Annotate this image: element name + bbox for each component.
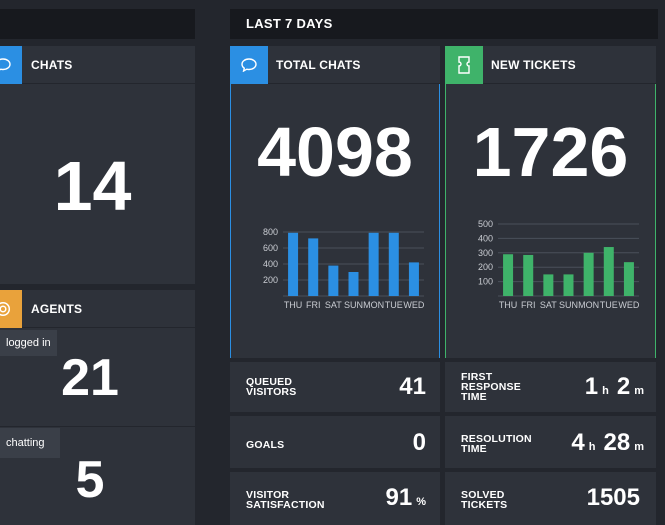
resolution-time-stat: RESOLUTION TIME 4 h 28 m	[445, 416, 656, 468]
stat-label: VISITOR	[246, 489, 290, 501]
hours-value: 1	[584, 373, 599, 400]
bar	[583, 252, 594, 296]
hours-unit: h	[602, 385, 609, 397]
agents-title: AGENTS	[31, 302, 83, 316]
solved-tickets-value: 1505	[586, 484, 640, 511]
visitor-satisfaction-stat: VISITOR SATISFACTION 91%	[230, 472, 440, 525]
solved-tickets-stat: SOLVED TICKETS 1505	[445, 472, 656, 525]
x-tick-label: SUN	[344, 300, 363, 310]
minutes-value: 28	[603, 429, 631, 456]
stat-label: FIRST	[461, 371, 493, 383]
left-header-bar	[0, 9, 195, 39]
x-tick-label: FRI	[306, 300, 321, 310]
y-tick-label: 100	[478, 277, 493, 287]
chat-bubble-icon	[230, 46, 268, 84]
total-chats-value: 4098	[257, 113, 413, 191]
x-tick-label: SAT	[325, 300, 342, 310]
divider	[0, 426, 195, 427]
y-tick-label: 400	[478, 233, 493, 243]
x-tick-label: WED	[618, 300, 639, 310]
x-tick-label: TUE	[600, 300, 618, 310]
logged-in-value: 21	[61, 349, 119, 407]
new-tickets-title: NEW TICKETS	[491, 58, 576, 72]
stat-label: TIME	[461, 391, 487, 403]
lifebuoy-icon	[0, 290, 22, 328]
stat-label: TIME	[461, 443, 487, 455]
minutes-unit: m	[634, 441, 644, 453]
bar	[388, 232, 399, 296]
chat-bubble-icon	[0, 46, 22, 84]
x-tick-label: MON	[578, 300, 599, 310]
y-tick-label: 200	[263, 275, 278, 285]
goals-value: 0	[412, 429, 426, 456]
new-tickets-panel: NEW TICKETS 1726 100 200 300 400 500 THU FRI SA…	[445, 46, 656, 358]
goals-stat: GOALS 0	[230, 416, 440, 468]
chatting-value: 5	[75, 451, 105, 509]
percent-unit: %	[416, 496, 426, 508]
y-tick-label: 200	[478, 262, 493, 272]
visitor-satisfaction-value: 91	[385, 484, 413, 511]
bar	[368, 232, 379, 296]
y-tick-label: 300	[478, 248, 493, 258]
x-tick-label: THU	[284, 300, 303, 310]
bar	[408, 262, 419, 296]
bar	[603, 247, 614, 296]
y-tick-label: 500	[478, 219, 493, 229]
stat-label: RESOLUTION	[461, 433, 532, 445]
new-tickets-value: 1726	[472, 113, 629, 191]
x-tick-label: FRI	[521, 300, 536, 310]
stat-label: VISITORS	[246, 386, 297, 398]
stat-label: SATISFACTION	[246, 499, 325, 511]
x-tick-label: THU	[499, 300, 517, 310]
bar	[288, 232, 299, 296]
total-chats-title: TOTAL CHATS	[276, 58, 361, 72]
stat-label: SOLVED	[461, 489, 505, 501]
bar	[503, 254, 514, 296]
y-tick-label: 600	[263, 243, 278, 253]
bar	[523, 254, 534, 296]
hours-unit: h	[588, 441, 596, 453]
x-tick-label: SAT	[540, 300, 557, 310]
bar	[348, 272, 359, 296]
logged-in-tag: logged in	[0, 330, 57, 356]
chatting-tag: chatting	[0, 428, 60, 458]
y-tick-label: 800	[263, 227, 278, 237]
bar	[623, 262, 634, 296]
x-tick-label: TUE	[385, 300, 403, 310]
stat-label: QUEUED	[246, 376, 293, 388]
agents-panel: AGENTS logged in 21 chatting 5	[0, 290, 195, 525]
new-tickets-bar-chart: 100 200 300 400 500 THU FRI SAT SUN MON TUE WED	[478, 219, 640, 310]
minutes-unit: m	[634, 385, 644, 397]
chats-value: 14	[53, 147, 132, 225]
chats-title: CHATS	[31, 58, 73, 72]
bar	[328, 265, 339, 296]
x-tick-label: SUN	[559, 300, 578, 310]
minutes-value: 2	[616, 373, 631, 400]
x-tick-label: WED	[403, 300, 424, 310]
stat-label: RESPONSE	[461, 381, 521, 393]
ticket-icon	[445, 46, 483, 84]
last-7-days-header: LAST 7 DAYS	[230, 9, 658, 39]
total-chats-bar-chart: 200 400 600 800 THU FRI SAT SUN MON TUE WED	[263, 227, 425, 310]
queued-visitors-value: 41	[399, 373, 426, 400]
bar	[563, 274, 574, 296]
hours-value: 4	[571, 429, 585, 456]
stat-label: GOALS	[246, 439, 285, 451]
stat-label: TICKETS	[461, 499, 508, 511]
queued-visitors-stat: QUEUED VISITORS 41	[230, 362, 440, 412]
total-chats-panel: TOTAL CHATS 4098 200 400 600 800 THU FRI SAT SU…	[230, 46, 440, 358]
bar	[543, 274, 554, 296]
bar	[308, 238, 319, 296]
section-label: LAST 7 DAYS	[246, 16, 333, 31]
x-tick-label: MON	[363, 300, 384, 310]
y-tick-label: 400	[263, 259, 278, 269]
chats-panel: CHATS 14	[0, 46, 195, 284]
